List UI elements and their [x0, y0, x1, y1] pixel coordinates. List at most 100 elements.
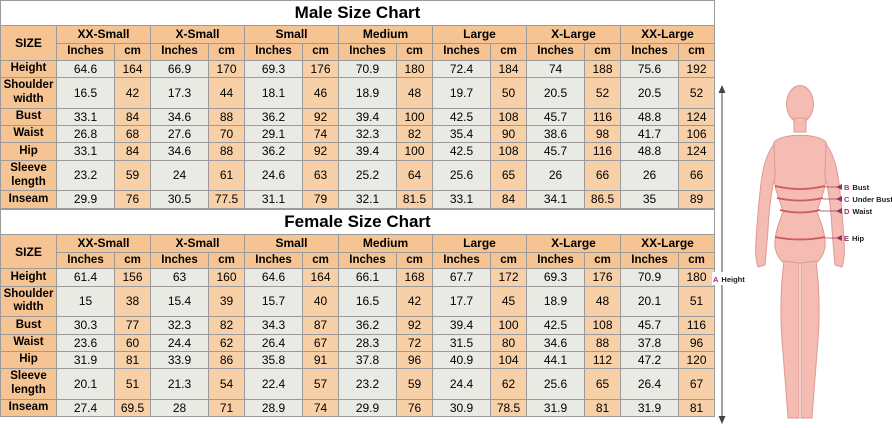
figure-left-arm	[755, 142, 776, 268]
female-size-chart: Female Size Chart SIZE XX-Small X-Small Smal…	[0, 208, 715, 418]
cm-value: 52	[584, 76, 621, 109]
figure-panel: B Bust C Under Bust D Waist E Hip A Height	[712, 0, 892, 428]
size-column-header: XX-Small	[56, 25, 151, 44]
male-size-chart: Male Size Chart SIZE XX-Small X-Small Small M…	[0, 0, 715, 209]
cm-value: 46	[302, 76, 339, 109]
inches-value: 31.9	[56, 351, 115, 370]
inches-value: 29.9	[56, 190, 115, 209]
inches-value: 15	[56, 285, 115, 318]
row-label: Shoulder width	[0, 76, 57, 109]
cm-value: 88	[584, 333, 621, 353]
cm-value: 116	[678, 316, 715, 335]
waist-arrow-icon	[836, 208, 842, 214]
cm-value: 116	[584, 107, 621, 126]
row-label: Height	[0, 59, 57, 78]
cm-value: 72	[396, 333, 433, 353]
inches-value: 28.9	[244, 399, 303, 418]
unit-header: Inches	[620, 42, 679, 61]
cm-value: 156	[114, 268, 151, 287]
inches-value: 29.9	[338, 399, 397, 418]
height-label: A Height	[713, 275, 745, 284]
size-column-header: X-Small	[150, 234, 245, 253]
inches-value: 33.1	[432, 190, 491, 209]
figure-silhouette	[755, 85, 845, 419]
under-bust-label: C Under Bust	[844, 195, 892, 204]
cm-value: 71	[208, 399, 245, 418]
cm-value: 86.5	[584, 190, 621, 209]
inches-value: 18.9	[338, 76, 397, 109]
waist-line	[779, 209, 821, 214]
cm-value: 54	[208, 368, 245, 401]
cm-value: 108	[490, 142, 527, 161]
unit-header: Inches	[56, 251, 115, 270]
size-column-header: X-Large	[526, 25, 621, 44]
inches-value: 66.9	[150, 59, 209, 78]
inches-value: 31.5	[432, 333, 491, 353]
inches-value: 45.7	[526, 107, 585, 126]
cm-value: 67	[678, 368, 715, 401]
bust-label: B Bust	[844, 183, 870, 192]
unit-header: Inches	[56, 42, 115, 61]
cm-value: 100	[490, 316, 527, 335]
cm-value: 65	[490, 159, 527, 192]
unit-header: cm	[114, 42, 151, 61]
row-label: Waist	[0, 333, 57, 353]
size-column-header: Medium	[338, 234, 433, 253]
table-row: Shoulder width 16.5 42 17.3 44 18.1 46 18.9 48 19…	[0, 76, 715, 109]
cm-value: 62	[490, 368, 527, 401]
size-column-header: XX-Large	[620, 234, 715, 253]
cm-value: 84	[114, 142, 151, 161]
cm-value: 92	[302, 142, 339, 161]
cm-value: 42	[114, 76, 151, 109]
size-tables: Male Size Chart SIZE XX-Small X-Small Small M…	[0, 0, 715, 418]
size-column-header: Small	[244, 234, 339, 253]
body-measurement-figure: B Bust C Under Bust D Waist E Hip A Height	[712, 85, 892, 424]
cm-value: 48	[584, 285, 621, 318]
inches-value: 32.1	[338, 190, 397, 209]
row-label: Sleeve length	[0, 368, 57, 401]
inches-value: 36.2	[244, 107, 303, 126]
bust-line	[774, 185, 826, 190]
size-table: Male Size Chart SIZE XX-Small X-Small Small M…	[0, 0, 715, 209]
inches-value: 23.2	[338, 368, 397, 401]
row-label: Bust	[0, 107, 57, 126]
inches-value: 15.7	[244, 285, 303, 318]
cm-value: 176	[302, 59, 339, 78]
row-label: Shoulder width	[0, 285, 57, 318]
table-row: Waist 23.6 60 24.4 62 26.4 67 28.3 72 31.5 80 34.6 8…	[0, 333, 715, 353]
unit-header: cm	[208, 251, 245, 270]
cm-value: 91	[302, 351, 339, 370]
cm-value: 90	[490, 124, 527, 144]
inches-value: 42.5	[526, 316, 585, 335]
cm-value: 160	[208, 268, 245, 287]
cm-value: 59	[114, 159, 151, 192]
cm-value: 192	[678, 59, 715, 78]
chart-title: Female Size Chart	[0, 208, 715, 236]
cm-value: 164	[114, 59, 151, 78]
inches-value: 38.6	[526, 124, 585, 144]
inches-value: 25.6	[432, 159, 491, 192]
inches-value: 30.9	[432, 399, 491, 418]
cm-value: 63	[302, 159, 339, 192]
cm-value: 96	[678, 333, 715, 353]
size-column-header: Large	[432, 234, 527, 253]
inches-value: 29.1	[244, 124, 303, 144]
size-column-header: X-Small	[150, 25, 245, 44]
inches-value: 26	[526, 159, 585, 192]
inches-value: 69.3	[244, 59, 303, 78]
cm-value: 44	[208, 76, 245, 109]
inches-value: 26.4	[244, 333, 303, 353]
inches-value: 16.5	[338, 285, 397, 318]
inches-value: 35.4	[432, 124, 491, 144]
unit-header: cm	[396, 251, 433, 270]
inches-value: 26	[620, 159, 679, 192]
inches-value: 34.6	[150, 107, 209, 126]
table-row: Inseam 29.9 76 30.5 77.5 31.1 79 32.1 81.5 33.1 84…	[0, 190, 715, 209]
table-row: Hip 31.9 81 33.9 86 35.8 91 37.8 96 40.9 104 44.1 11…	[0, 351, 715, 370]
unit-header: cm	[208, 42, 245, 61]
unit-header: cm	[490, 42, 527, 61]
row-label: Inseam	[0, 399, 57, 418]
inches-value: 37.8	[620, 333, 679, 353]
inches-value: 39.4	[432, 316, 491, 335]
